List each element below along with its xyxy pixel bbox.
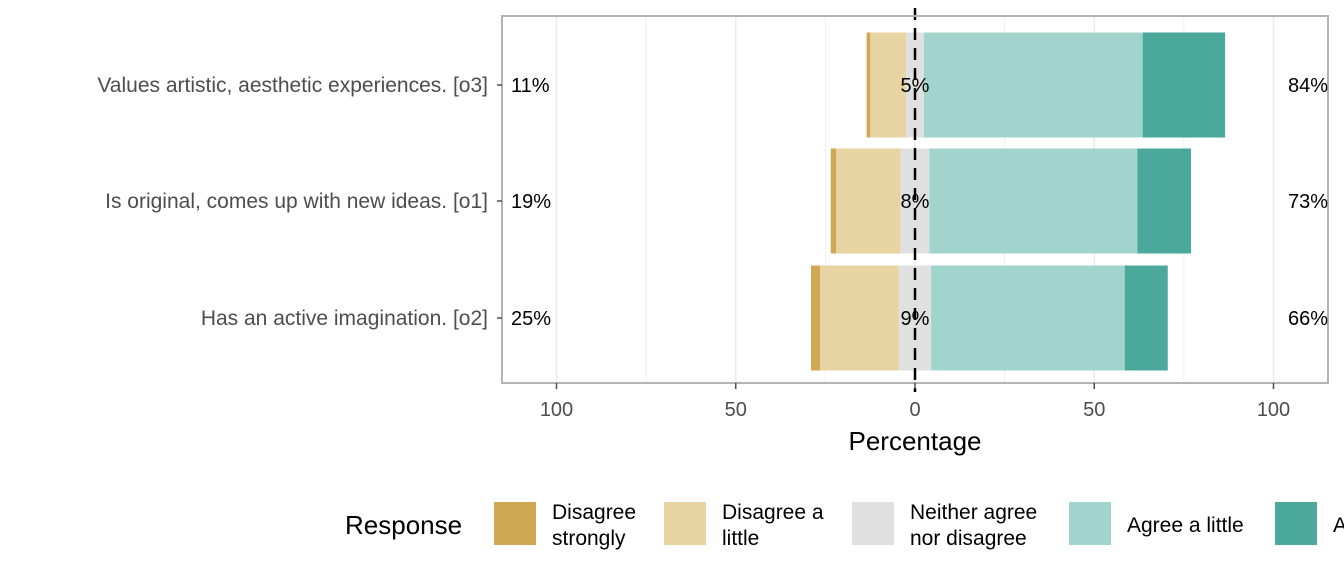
x-tick-label: 0 xyxy=(909,399,920,421)
category-labels: Values artistic, aesthetic experiences. … xyxy=(97,74,502,330)
left-percent-label: 25% xyxy=(511,308,551,330)
right-percent-label: 73% xyxy=(1288,191,1328,213)
legend: Response Disagree strongly Disagree a littl… xyxy=(345,501,1344,550)
right-percent-label: 84% xyxy=(1288,75,1328,97)
center-percent-label: 5% xyxy=(901,75,930,97)
x-tick-label: 50 xyxy=(725,399,747,421)
bar-agree-a-little xyxy=(929,148,1138,254)
bar-disagree-strongly xyxy=(811,265,820,371)
center-percent-label: 8% xyxy=(901,191,930,213)
legend-label: Agree a little xyxy=(1127,514,1244,537)
legend-label: Disagree strongly xyxy=(552,501,636,550)
category-label: Values artistic, aesthetic experiences. … xyxy=(97,74,488,97)
x-tick-label: 50 xyxy=(1083,399,1105,421)
x-tick-label: 100 xyxy=(1257,399,1290,421)
percent-labels: 11% 5% 84% 19% 8% 73% 25% 9% 66% xyxy=(511,75,1328,330)
x-axis-title: Percentage xyxy=(849,426,982,456)
category-label: Is original, comes up with new ideas. [o… xyxy=(105,190,488,213)
x-tick-label: 100 xyxy=(540,399,573,421)
bar-disagree-a-little xyxy=(870,32,907,138)
bar-agree-a-little xyxy=(931,265,1125,371)
right-percent-label: 66% xyxy=(1288,308,1328,330)
legend-label: Disagree a little xyxy=(722,501,824,550)
bar-disagree-a-little xyxy=(836,148,901,254)
category-label: Has an active imagination. [o2] xyxy=(201,307,488,330)
bar-disagree-a-little xyxy=(819,265,899,371)
legend-label: Agree strongly xyxy=(1333,514,1344,537)
legend-label: Neither agree nor disagree xyxy=(910,501,1037,550)
bar-agree-a-little xyxy=(923,32,1143,138)
center-percent-label: 9% xyxy=(901,308,930,330)
left-percent-label: 11% xyxy=(511,75,550,97)
bar-agree-strongly xyxy=(1137,148,1192,254)
bar-disagree-strongly xyxy=(830,148,837,254)
x-axis-ticks: 100 50 0 50 100 xyxy=(540,383,1290,421)
bar-neutral xyxy=(906,32,924,138)
legend-key xyxy=(664,502,706,545)
legend-key xyxy=(1069,502,1111,545)
bar-disagree-strongly xyxy=(866,32,871,138)
bar-agree-strongly xyxy=(1124,265,1168,371)
legend-key xyxy=(1275,502,1317,545)
left-percent-label: 19% xyxy=(511,191,551,213)
bar-agree-strongly xyxy=(1142,32,1226,138)
legend-key xyxy=(852,502,894,545)
legend-title: Response xyxy=(345,510,462,540)
legend-key xyxy=(494,502,536,545)
bars xyxy=(811,32,1226,371)
